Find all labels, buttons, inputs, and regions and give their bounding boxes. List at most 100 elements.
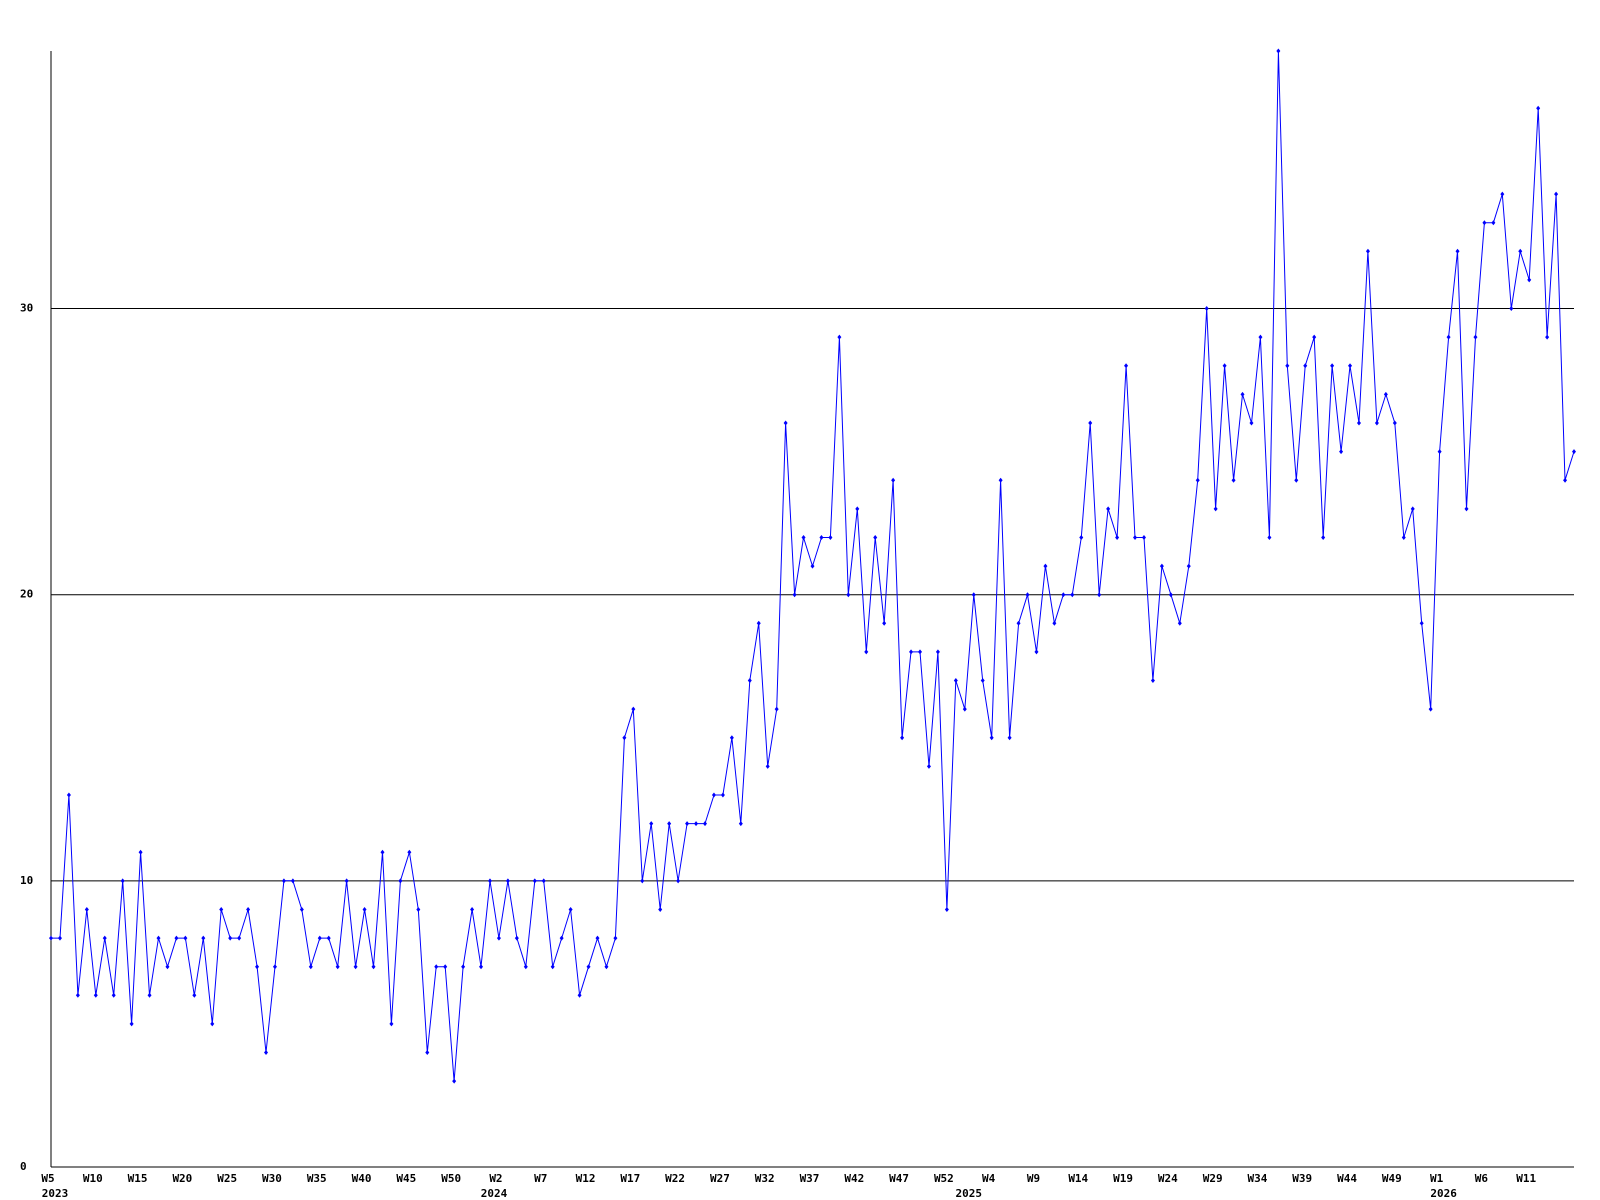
data-point — [317, 935, 322, 941]
x-tick-label: W17 — [620, 1172, 640, 1185]
data-point — [1079, 534, 1084, 540]
x-group-label: 2025 — [956, 1187, 983, 1200]
data-point — [667, 821, 672, 827]
data-point — [1303, 363, 1308, 369]
data-point — [622, 735, 627, 741]
data-point — [909, 649, 914, 655]
data-point — [926, 763, 931, 769]
data-point — [747, 678, 752, 684]
data-point — [1554, 191, 1559, 197]
x-tick-label: W2 — [489, 1172, 502, 1185]
data-point — [1374, 420, 1379, 426]
x-tick-label: W49 — [1382, 1172, 1402, 1185]
x-group-label: 2024 — [481, 1187, 508, 1200]
data-point — [989, 735, 994, 741]
x-tick-label: W27 — [710, 1172, 730, 1185]
x-group-label: 2026 — [1430, 1187, 1457, 1200]
data-point — [1249, 420, 1254, 426]
data-point — [971, 592, 976, 598]
data-point — [658, 906, 663, 912]
data-point — [1428, 706, 1433, 712]
data-point — [147, 992, 152, 998]
x-tick-label: W44 — [1337, 1172, 1357, 1185]
x-tick-label: W35 — [307, 1172, 327, 1185]
x-tick-label: W22 — [665, 1172, 685, 1185]
data-point — [676, 878, 681, 884]
data-point — [918, 649, 923, 655]
data-point — [532, 878, 537, 884]
x-tick-label: W29 — [1203, 1172, 1223, 1185]
data-point — [1518, 248, 1523, 254]
data-point — [237, 935, 242, 941]
data-point — [1473, 334, 1478, 340]
data-point — [84, 906, 89, 912]
data-point — [1186, 563, 1191, 569]
data-point — [1007, 735, 1012, 741]
x-tick-label: W34 — [1248, 1172, 1268, 1185]
data-point — [1061, 592, 1066, 598]
data-point — [1267, 534, 1272, 540]
data-point — [855, 506, 860, 512]
data-point — [434, 964, 439, 970]
data-point — [1177, 620, 1182, 626]
data-point — [120, 878, 125, 884]
x-tick-label: W10 — [83, 1172, 103, 1185]
data-point — [496, 935, 501, 941]
data-point — [1339, 449, 1344, 455]
data-point — [1348, 363, 1353, 369]
data-point — [165, 964, 170, 970]
data-point — [1052, 620, 1057, 626]
data-point — [371, 964, 376, 970]
x-tick-label: W6 — [1475, 1172, 1489, 1185]
data-point — [1222, 363, 1227, 369]
data-point — [1133, 534, 1138, 540]
data-point — [326, 935, 331, 941]
data-point — [702, 821, 707, 827]
data-point — [873, 534, 878, 540]
data-point — [980, 678, 985, 684]
data-point — [1115, 534, 1120, 540]
data-point — [1088, 420, 1093, 426]
data-point — [1500, 191, 1505, 197]
data-point — [586, 964, 591, 970]
data-point — [1213, 506, 1218, 512]
data-point — [1150, 678, 1155, 684]
data-point — [1401, 534, 1406, 540]
x-tick-label: W1 — [1430, 1172, 1444, 1185]
data-point — [720, 792, 725, 798]
data-point — [819, 534, 824, 540]
data-point — [1097, 592, 1102, 598]
data-point — [1106, 506, 1111, 512]
data-point — [201, 935, 206, 941]
data-point — [398, 878, 403, 884]
data-point — [1285, 363, 1290, 369]
data-point — [246, 906, 251, 912]
data-point — [962, 706, 967, 712]
x-tick-label: W50 — [441, 1172, 461, 1185]
data-point — [1563, 477, 1568, 483]
data-point — [935, 649, 940, 655]
data-point — [1491, 220, 1496, 226]
data-point — [541, 878, 546, 884]
data-point — [846, 592, 851, 598]
data-point — [129, 1021, 134, 1027]
data-point — [738, 821, 743, 827]
data-point — [66, 792, 71, 798]
data-point — [1572, 449, 1576, 455]
data-point — [443, 964, 448, 970]
x-tick-label: W52 — [934, 1172, 954, 1185]
data-point — [514, 935, 519, 941]
data-point — [505, 878, 510, 884]
data-point — [828, 534, 833, 540]
data-point — [353, 964, 358, 970]
data-point — [1124, 363, 1129, 369]
data-point — [568, 906, 573, 912]
x-tick-label: W15 — [128, 1172, 148, 1185]
data-point — [792, 592, 797, 598]
data-point — [1043, 563, 1048, 569]
data-point — [479, 964, 484, 970]
data-point — [1419, 620, 1424, 626]
data-point — [308, 964, 313, 970]
